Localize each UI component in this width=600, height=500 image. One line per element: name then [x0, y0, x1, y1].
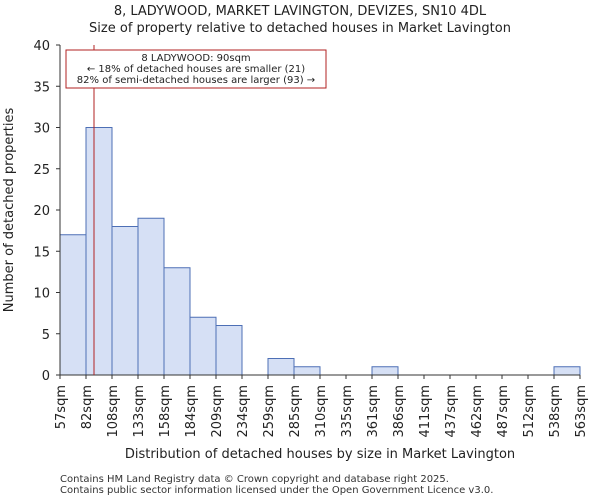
x-tick-label: 437sqm [444, 385, 459, 438]
bar [85, 127, 113, 376]
x-tick-label: 82sqm [80, 385, 95, 429]
x-tick-label: 538sqm [548, 385, 563, 438]
x-axis-label: Distribution of detached houses by size … [125, 447, 515, 462]
annotation-line-2: ← 18% of detached houses are smaller (21… [87, 64, 305, 75]
annotation-line-1: 8 LADYWOOD: 90sqm [141, 53, 250, 64]
y-tick-label: 20 [33, 204, 50, 219]
x-tick-label: 310sqm [314, 385, 329, 438]
y-tick-label: 10 [33, 287, 50, 302]
y-tick-label: 15 [33, 245, 50, 260]
bar [111, 226, 139, 376]
x-tick-label: 512sqm [522, 385, 537, 438]
x-tick-label: 563sqm [574, 385, 589, 438]
x-tick-label: 487sqm [496, 385, 511, 438]
annotation-line-3: 82% of semi-detached houses are larger (… [77, 75, 315, 86]
x-tick-label: 234sqm [236, 385, 251, 438]
x-tick-label: 259sqm [262, 385, 277, 438]
y-tick-label: 5 [42, 328, 50, 343]
annotation-box [65, 49, 327, 89]
y-tick-label: 35 [33, 80, 50, 95]
x-tick-label: 158sqm [158, 385, 173, 438]
bar [371, 366, 399, 376]
x-tick-label: 335sqm [340, 385, 355, 438]
chart-title: 8, LADYWOOD, MARKET LAVINGTON, DEVIZES, … [113, 4, 487, 19]
bar [293, 366, 321, 376]
footer-licence: Contains public sector information licen… [60, 485, 494, 496]
x-tick-label: 209sqm [210, 385, 225, 438]
bar [59, 234, 87, 376]
x-tick-label: 462sqm [470, 385, 485, 438]
y-tick-label: 25 [33, 163, 50, 178]
y-axis-label: Number of detached properties [2, 108, 17, 313]
x-tick-label: 57sqm [54, 385, 69, 429]
y-tick-label: 0 [42, 369, 50, 384]
x-tick-label: 285sqm [288, 385, 303, 438]
chart-subtitle: Size of property relative to detached ho… [89, 21, 511, 36]
x-tick-label: 386sqm [392, 385, 407, 438]
bar [137, 217, 165, 376]
x-tick-label: 411sqm [418, 385, 433, 438]
bar [189, 316, 217, 376]
y-tick-label: 40 [33, 39, 50, 54]
y-tick-label: 30 [33, 122, 50, 137]
x-tick-label: 184sqm [184, 385, 199, 438]
bar [163, 267, 191, 376]
bar [215, 325, 243, 376]
x-tick-label: 108sqm [106, 385, 121, 438]
bar [267, 358, 295, 376]
footer-copyright: Contains HM Land Registry data © Crown c… [60, 474, 449, 485]
bar [553, 366, 581, 376]
x-tick-label: 133sqm [132, 385, 147, 438]
x-tick-label: 361sqm [366, 385, 381, 438]
